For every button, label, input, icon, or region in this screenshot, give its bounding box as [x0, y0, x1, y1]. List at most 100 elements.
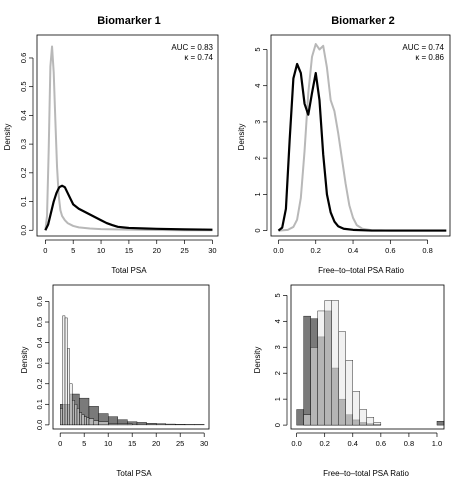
x-tick-label: 0.2	[319, 439, 329, 448]
y-tick-label: 2	[273, 371, 282, 375]
density-curve-control	[278, 43, 447, 232]
kappa-annotation: κ = 0.86	[415, 53, 444, 62]
density-curve-case	[44, 184, 213, 231]
panel-biomarker-2-density: Biomarker 2 Free–to–total PSA Ratio Dens…	[237, 15, 451, 275]
histogram-bar	[74, 404, 78, 426]
histogram-bar	[345, 360, 353, 426]
panel-biomarker-2-histogram: Free–to–total PSA Ratio Density 0.0 0.2 0.…	[253, 284, 445, 478]
y-tick-label: 0.2	[35, 379, 44, 389]
x-axis-title: Free–to–total PSA Ratio	[318, 266, 404, 275]
y-tick-label: 4	[253, 84, 262, 88]
histogram-bar	[373, 422, 382, 426]
histogram-bar	[79, 412, 83, 426]
histogram-bar	[69, 383, 73, 426]
x-axis-title: Total PSA	[116, 469, 152, 478]
x-tick-label: 20	[152, 439, 160, 448]
density-curve-case	[277, 62, 447, 232]
y-tick-label: 0.6	[19, 53, 28, 63]
x-tick-label: 0.4	[348, 246, 358, 255]
y-tick-label: 0.0	[35, 420, 44, 430]
histogram-bar	[88, 418, 95, 426]
x-tick-label: 30	[208, 246, 216, 255]
y-tick-label: 5	[273, 293, 282, 297]
histogram-bar	[146, 423, 157, 426]
histogram-bar	[60, 408, 63, 426]
y-tick-label: 0.0	[19, 225, 28, 235]
panel-biomarker-1-histogram: Total PSA Density 0 5 10 15 20 25 30 0.0 0.1 0.2 0…	[20, 284, 210, 478]
y-tick-label: 0.1	[35, 399, 44, 409]
y-tick-label: 0.4	[35, 337, 44, 347]
x-tick-label: 20	[153, 246, 161, 255]
histogram-bar	[71, 400, 75, 426]
x-tick-label: 5	[71, 246, 75, 255]
x-axis-title: Total PSA	[111, 266, 147, 275]
y-axis-title: Density	[3, 124, 12, 151]
x-tick-label: 0.0	[273, 246, 283, 255]
histogram-bar	[359, 409, 367, 426]
x-tick-label: 10	[104, 439, 112, 448]
y-tick-label: 5	[253, 47, 262, 51]
x-tick-label: 0.0	[291, 439, 301, 448]
x-tick-label: 25	[180, 246, 188, 255]
histogram-bar	[324, 300, 332, 426]
x-tick-label: 10	[97, 246, 105, 255]
y-tick-label: 1	[253, 192, 262, 196]
histogram-bar	[165, 423, 176, 426]
x-tick-label: 0	[43, 246, 47, 255]
histogram-bar	[310, 347, 318, 426]
histogram-bar	[296, 409, 304, 426]
y-tick-label: 3	[253, 120, 262, 124]
histogram-bar	[86, 417, 90, 426]
x-tick-label: 15	[125, 246, 133, 255]
histogram-bar	[107, 423, 133, 426]
histogram-bar	[338, 331, 346, 426]
x-tick-label: 1.0	[432, 439, 442, 448]
y-tick-label: 3	[273, 345, 282, 349]
panel-title-biomarker-1: Biomarker 1	[97, 15, 161, 27]
histogram-bar	[331, 300, 339, 426]
histogram-bar	[352, 391, 360, 426]
y-tick-label: 4	[273, 319, 282, 323]
histogram-bar	[366, 417, 375, 426]
y-tick-label: 0.6	[35, 296, 44, 306]
auc-annotation: AUC = 0.83	[171, 43, 213, 52]
x-tick-label: 0.6	[376, 439, 386, 448]
kappa-annotation: κ = 0.74	[184, 53, 213, 62]
plot-frame	[290, 284, 445, 430]
histogram-bar	[93, 420, 99, 426]
histogram-bar	[436, 421, 445, 426]
auc-annotation: AUC = 0.74	[402, 43, 444, 52]
y-axis-title: Density	[237, 124, 246, 151]
x-tick-label: 5	[82, 439, 86, 448]
panel-biomarker-1-density: Biomarker 1 Total PSA Density AUC = 0.83…	[3, 15, 219, 275]
y-tick-label: 0.1	[19, 196, 28, 206]
y-tick-label: 2	[253, 156, 262, 160]
y-tick-label: 1	[273, 397, 282, 401]
plot-frame	[270, 34, 451, 237]
x-axis-title: Free–to–total PSA Ratio	[323, 469, 409, 478]
y-axis-title: Density	[20, 347, 29, 374]
histogram-bar	[303, 315, 311, 426]
histogram-bar	[62, 315, 66, 426]
x-tick-label: 0.2	[311, 246, 321, 255]
x-tick-label: 25	[176, 439, 184, 448]
y-tick-label: 0.5	[35, 317, 44, 327]
y-tick-label: 0.3	[19, 139, 28, 149]
histogram-bar	[81, 414, 85, 426]
y-tick-label: 0	[253, 228, 262, 232]
x-tick-label: 0	[58, 439, 62, 448]
y-tick-label: 0.5	[19, 81, 28, 91]
histogram-bar	[64, 317, 68, 426]
y-axis-title: Density	[253, 347, 262, 374]
density-curve-control	[44, 45, 213, 232]
y-tick-label: 0	[273, 423, 282, 427]
histogram-bar	[303, 414, 311, 426]
histogram-bar	[67, 348, 71, 426]
panel-title-biomarker-2: Biomarker 2	[331, 15, 395, 27]
x-tick-label: 0.6	[385, 246, 395, 255]
histogram-bar	[155, 423, 166, 426]
plot-frame	[36, 34, 219, 237]
plot-frame	[52, 284, 210, 430]
y-tick-label: 0.2	[19, 168, 28, 178]
